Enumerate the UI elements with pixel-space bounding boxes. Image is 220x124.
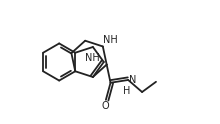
Text: NH: NH (85, 53, 99, 63)
Text: N: N (129, 75, 137, 85)
Text: H: H (123, 86, 130, 96)
Text: NH: NH (103, 35, 118, 46)
Text: O: O (101, 101, 109, 111)
